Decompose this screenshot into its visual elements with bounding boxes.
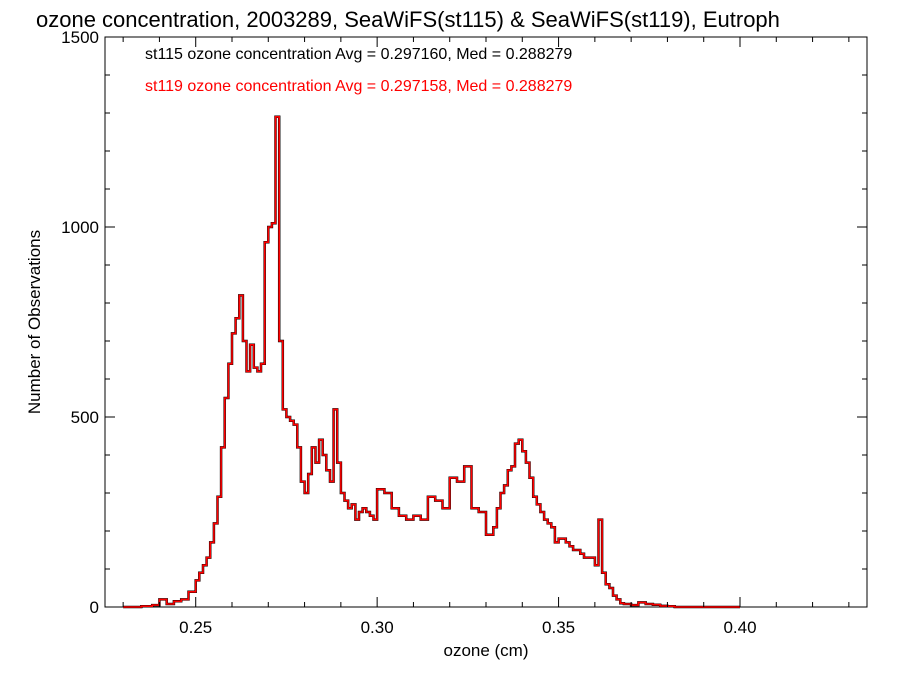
stats-st115: st115 ozone concentration Avg = 0.297160… <box>145 46 572 63</box>
y-tick-label: 0 <box>90 598 99 617</box>
x-tick-label: 0.40 <box>723 618 756 637</box>
y-tick-label: 1500 <box>61 28 99 47</box>
series-st119-line <box>123 116 740 608</box>
x-axis-label: ozone (cm) <box>443 641 528 660</box>
chart-title: ozone concentration, 2003289, SeaWiFS(st… <box>36 7 780 32</box>
x-tick-label: 0.25 <box>179 618 212 637</box>
y-tick-label: 500 <box>71 408 99 427</box>
y-tick-label: 1000 <box>61 218 99 237</box>
y-axis-label: Number of Observations <box>25 230 44 414</box>
x-tick-label: 0.35 <box>542 618 575 637</box>
series-layer <box>123 115 740 609</box>
stats-st119: st119 ozone concentration Avg = 0.297158… <box>145 78 572 95</box>
tick-layer: 0.25 0.30 0.35 0.40 0 500 1000 1500 <box>61 28 867 637</box>
x-tick-label: 0.30 <box>361 618 394 637</box>
series-st115-line <box>123 115 740 609</box>
plot-area: 0.25 0.30 0.35 0.40 0 500 1000 1500 <box>61 28 868 637</box>
